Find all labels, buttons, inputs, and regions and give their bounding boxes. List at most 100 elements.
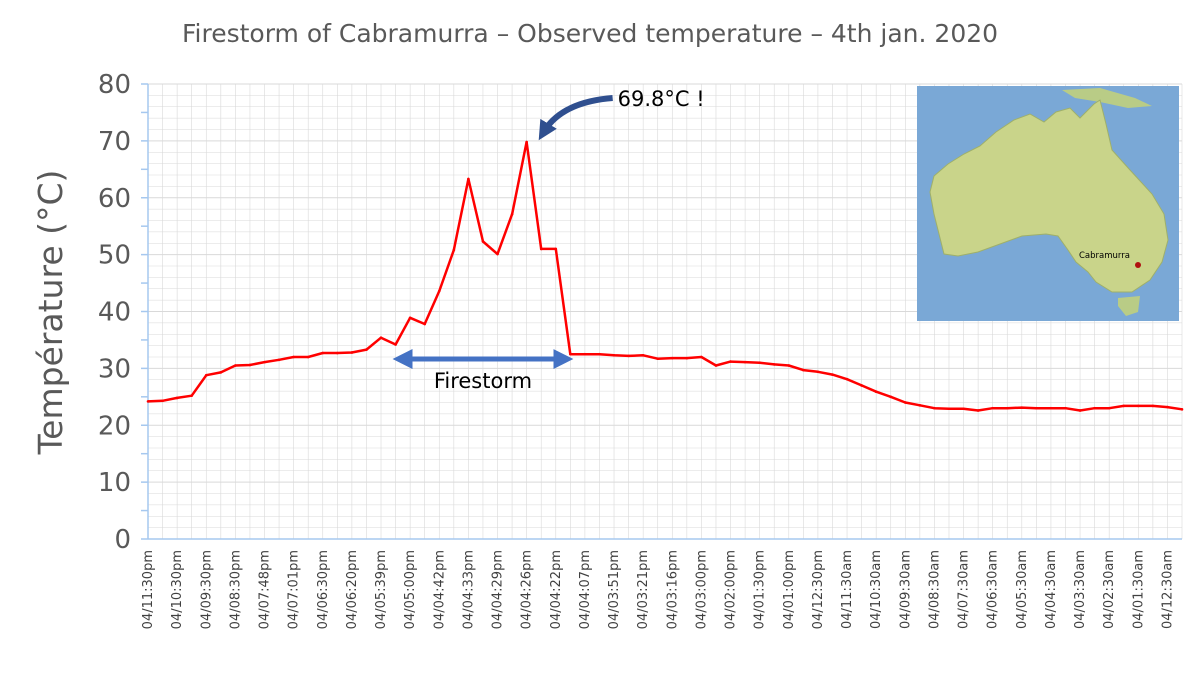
x-tick-label: 04/12:30pm bbox=[811, 550, 826, 629]
data-point bbox=[1035, 406, 1038, 410]
data-point bbox=[903, 401, 907, 404]
data-point bbox=[1137, 404, 1140, 408]
data-point bbox=[204, 373, 208, 377]
data-point bbox=[1005, 406, 1009, 410]
data-point bbox=[656, 357, 660, 361]
data-point bbox=[539, 247, 543, 251]
data-point bbox=[1049, 406, 1053, 410]
x-tick-label: 04/09:30pm bbox=[199, 550, 214, 629]
data-point bbox=[845, 377, 849, 381]
map-tasmania bbox=[1118, 296, 1140, 316]
data-point bbox=[190, 394, 193, 397]
x-tick-label: 04/03:30am bbox=[1073, 550, 1088, 629]
data-point bbox=[234, 364, 237, 367]
y-tick-label: 0 bbox=[114, 525, 131, 555]
map-australia bbox=[929, 99, 1169, 293]
data-point bbox=[219, 371, 223, 374]
y-tick-labels: 0 10 20 30 40 50 60 70 80 bbox=[98, 70, 131, 555]
x-tick-labels: 04/11:30pm 04/10:30pm 04/09:30pm 04/08:30pm… bbox=[141, 550, 1175, 629]
data-point bbox=[670, 356, 674, 360]
data-point bbox=[743, 360, 747, 364]
x-tick-label: 04/04:29pm bbox=[491, 550, 506, 629]
data-point bbox=[248, 363, 252, 367]
data-point bbox=[918, 404, 922, 407]
x-tick-label: 04/03:00pm bbox=[694, 550, 709, 629]
data-point bbox=[1020, 406, 1024, 409]
data-point bbox=[496, 252, 499, 256]
data-point bbox=[1180, 408, 1184, 411]
x-tick-label: 04/03:51pm bbox=[607, 550, 622, 629]
y-axis-label: Température (°C) bbox=[31, 170, 70, 456]
data-point bbox=[598, 352, 601, 356]
map-new-guinea bbox=[1062, 88, 1152, 108]
australia-map-inset: Cabramurra bbox=[917, 86, 1179, 321]
x-tick-label: 04/01:30pm bbox=[753, 550, 768, 629]
x-tick-label: 04/09:30am bbox=[898, 550, 913, 629]
x-tick-label: 04/08:30am bbox=[927, 550, 942, 629]
data-point bbox=[947, 407, 951, 411]
data-point bbox=[146, 400, 150, 403]
x-tick-label: 04/08:30pm bbox=[228, 550, 243, 629]
data-point bbox=[481, 240, 485, 243]
data-point bbox=[889, 395, 893, 399]
x-tick-label: 04/03:16pm bbox=[665, 550, 680, 629]
peak-arrow bbox=[538, 95, 613, 141]
data-point bbox=[641, 353, 645, 357]
y-tick-label: 10 bbox=[98, 468, 131, 498]
x-tick-label: 04/10:30pm bbox=[170, 550, 185, 629]
data-point bbox=[700, 355, 703, 359]
x-tick-label: 04/06:30pm bbox=[316, 550, 331, 629]
data-point bbox=[991, 406, 994, 410]
x-tick-label: 04/05:39pm bbox=[374, 550, 389, 629]
x-tick-label: 04/11:30pm bbox=[141, 550, 156, 629]
data-point bbox=[306, 355, 310, 359]
data-point bbox=[816, 370, 820, 374]
data-point bbox=[292, 355, 295, 359]
data-point bbox=[408, 316, 412, 320]
data-point bbox=[467, 177, 470, 181]
data-point bbox=[1107, 406, 1111, 410]
x-tick-label: 04/10:30am bbox=[869, 550, 884, 629]
data-point bbox=[161, 399, 164, 403]
x-tick-label: 04/07:48pm bbox=[258, 550, 273, 629]
y-tick-label: 20 bbox=[98, 411, 131, 441]
x-tick-label: 04/05:00pm bbox=[403, 550, 418, 629]
temperature-line bbox=[147, 140, 1183, 412]
data-point bbox=[1093, 406, 1096, 410]
data-point bbox=[569, 352, 572, 356]
data-point bbox=[583, 352, 587, 356]
x-tick-label: 04/06:30am bbox=[986, 550, 1001, 629]
y-tick-label: 40 bbox=[98, 298, 131, 328]
data-points bbox=[146, 140, 1184, 412]
x-tick-label: 04/07:01pm bbox=[287, 550, 302, 629]
data-point bbox=[714, 364, 718, 367]
data-point bbox=[976, 409, 980, 412]
x-tick-label: 04/04:07pm bbox=[578, 550, 593, 629]
x-tick-label: 04/05:30am bbox=[1015, 550, 1030, 629]
data-point bbox=[802, 368, 805, 372]
data-point bbox=[860, 384, 863, 387]
data-point bbox=[627, 354, 630, 358]
data-point bbox=[729, 360, 732, 363]
peak-label: 69.8°C ! bbox=[618, 87, 705, 111]
data-point bbox=[1078, 409, 1082, 412]
data-point bbox=[772, 363, 776, 366]
y-tick-label: 30 bbox=[98, 354, 131, 384]
y-tick-label: 50 bbox=[98, 241, 131, 271]
y-tick-label: 80 bbox=[98, 70, 131, 100]
data-point bbox=[365, 348, 368, 351]
x-tick-label: 04/04:33pm bbox=[461, 550, 476, 629]
data-point bbox=[437, 289, 441, 293]
data-point bbox=[1064, 406, 1067, 410]
x-tick-label: 04/04:42pm bbox=[432, 550, 447, 629]
data-point bbox=[175, 396, 179, 400]
data-point bbox=[685, 356, 689, 360]
data-point bbox=[933, 406, 936, 410]
data-point bbox=[962, 407, 965, 411]
data-point bbox=[554, 247, 558, 251]
y-tick-label: 70 bbox=[98, 127, 131, 157]
data-point bbox=[787, 364, 791, 367]
data-point bbox=[336, 351, 339, 355]
data-point bbox=[831, 373, 834, 376]
